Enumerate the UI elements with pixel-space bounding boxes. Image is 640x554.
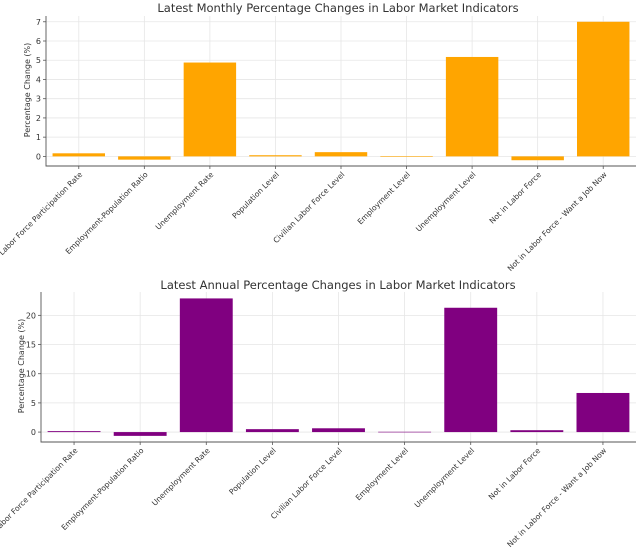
annual-bars xyxy=(47,298,630,436)
monthly-x-tick-label: Not in Labor Force xyxy=(488,170,544,226)
annual-y-tick-label: 15 xyxy=(26,341,36,350)
annual-bar xyxy=(444,307,498,433)
monthly-bar xyxy=(118,156,171,160)
annual-bar xyxy=(312,428,365,433)
annual-bar xyxy=(47,431,101,433)
annual-bar xyxy=(510,430,564,433)
monthly-bars xyxy=(52,21,630,161)
monthly-x-tick-label: Unemployment Rate xyxy=(154,170,216,232)
monthly-bar xyxy=(249,155,302,157)
monthly-bar xyxy=(314,152,368,157)
monthly-axis-spines xyxy=(45,16,636,167)
annual-x-tick-label: Population Level xyxy=(227,446,277,496)
monthly-y-tick-label: 7 xyxy=(36,18,41,27)
monthly-bar xyxy=(183,62,237,157)
monthly-bar xyxy=(52,153,105,157)
annual-x-tick-label: Employment Level xyxy=(354,446,410,502)
annual-chart-title: Latest Annual Percentage Changes in Labo… xyxy=(160,278,515,292)
monthly-y-tick-label: 3 xyxy=(36,95,41,104)
monthly-chart: Latest Monthly Percentage Changes in Lab… xyxy=(0,1,636,273)
monthly-bar xyxy=(577,21,630,157)
annual-y-tick-label: 10 xyxy=(26,370,36,379)
annual-bar xyxy=(245,429,299,433)
monthly-y-axis-label: Percentage Change (%) xyxy=(23,43,32,138)
monthly-bar xyxy=(445,56,499,157)
monthly-grid xyxy=(46,16,636,166)
monthly-x-tick-label: Civilian Labor Force Level xyxy=(271,170,346,245)
monthly-bar xyxy=(511,156,564,161)
annual-grid xyxy=(41,292,636,442)
monthly-x-tick-label: Population Level xyxy=(230,170,280,220)
monthly-chart-title: Latest Monthly Percentage Changes in Lab… xyxy=(157,1,518,15)
annual-y-axis-label: Percentage Change (%) xyxy=(17,319,26,414)
monthly-y-tick-label: 1 xyxy=(36,133,41,142)
annual-y-tick-label: 5 xyxy=(31,399,36,408)
annual-y-tick-label: 0 xyxy=(31,428,36,437)
annual-bar xyxy=(576,392,630,433)
annual-x-tick-label: Unemployment Level xyxy=(413,446,477,510)
monthly-x-tick-label: Unemployment Level xyxy=(414,170,478,234)
annual-bar xyxy=(179,298,233,433)
annual-axis-spines xyxy=(40,292,636,443)
monthly-y-tick-label: 0 xyxy=(36,152,41,161)
annual-x-tick-label: Unemployment Rate xyxy=(150,446,212,508)
monthly-bar xyxy=(380,156,433,157)
monthly-x-tick-label: Employment Level xyxy=(356,170,412,226)
monthly-y-tick-label: 5 xyxy=(36,56,41,65)
annual-chart: Latest Annual Percentage Changes in Labo… xyxy=(0,278,636,549)
monthly-y-tick-label: 2 xyxy=(36,114,41,123)
monthly-y-tick-label: 6 xyxy=(36,37,41,46)
annual-x-tick-label: Not in Labor Force xyxy=(487,446,543,502)
monthly-y-tick-label: 4 xyxy=(36,75,41,84)
annual-y-tick-label: 20 xyxy=(26,311,36,320)
annual-x-tick-label: Civilian Labor Force Level xyxy=(269,446,344,521)
annual-bar xyxy=(113,432,167,436)
annual-bar xyxy=(378,431,432,433)
